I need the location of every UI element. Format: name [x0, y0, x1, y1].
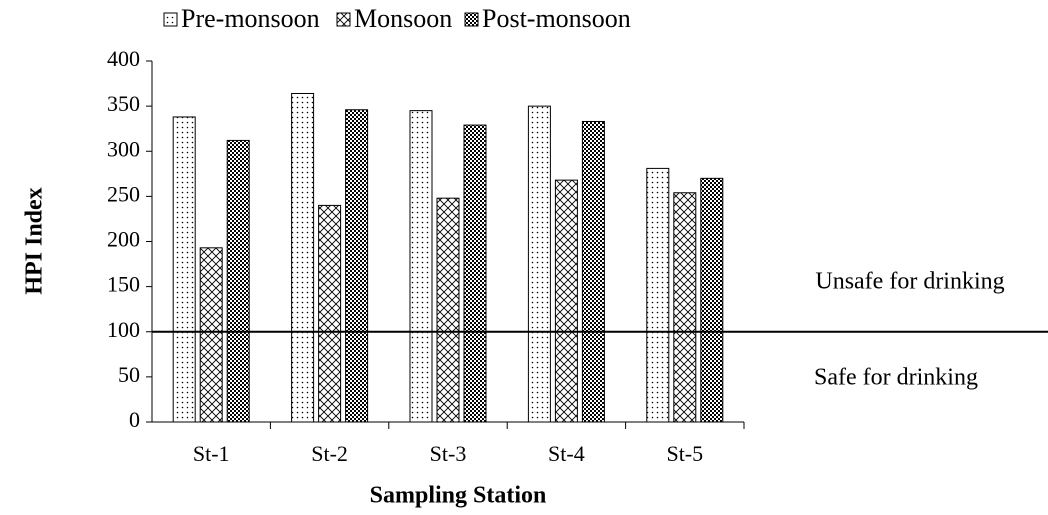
- bar: [673, 192, 697, 423]
- annotation: Safe for drinking: [814, 365, 978, 391]
- annotation: Unsafe for drinking: [815, 269, 1004, 295]
- legend-swatch: [464, 12, 479, 27]
- y-tick-label: 250: [107, 181, 140, 206]
- bar: [291, 92, 315, 423]
- y-tick-label: 300: [107, 136, 140, 161]
- x-tick-label: St-2: [311, 441, 348, 466]
- legend-swatch: [163, 12, 178, 27]
- x-tick-label: St-4: [548, 441, 585, 466]
- bar: [527, 105, 551, 423]
- legend-swatch: [336, 12, 351, 27]
- bar: [345, 109, 369, 423]
- bar: [436, 197, 460, 423]
- bar: [199, 247, 223, 423]
- legend-label: Post-monsoon: [482, 4, 631, 33]
- legend-label: Monsoon: [354, 4, 452, 33]
- bar: [409, 110, 433, 423]
- y-tick-label: 150: [107, 272, 140, 297]
- bar: [581, 120, 605, 423]
- y-tick-label: 350: [107, 91, 140, 116]
- bar: [172, 116, 196, 423]
- bar: [700, 177, 724, 423]
- y-tick-label: 0: [129, 407, 140, 432]
- x-axis-title: Sampling Station: [370, 483, 547, 509]
- bar: [226, 139, 250, 423]
- y-tick-label: 50: [118, 362, 140, 387]
- legend-label: Pre-monsoon: [181, 4, 320, 33]
- bar: [554, 179, 578, 423]
- x-tick-label: St-1: [193, 441, 230, 466]
- bar: [318, 204, 342, 423]
- y-axis-title: HPI Index: [22, 187, 48, 294]
- bar: [646, 167, 670, 423]
- x-tick-label: St-3: [430, 441, 467, 466]
- y-tick-label: 100: [107, 317, 140, 342]
- x-tick-label: St-5: [666, 441, 703, 466]
- bar: [463, 124, 487, 423]
- y-tick-label: 200: [107, 227, 140, 252]
- y-tick-label: 400: [107, 46, 140, 71]
